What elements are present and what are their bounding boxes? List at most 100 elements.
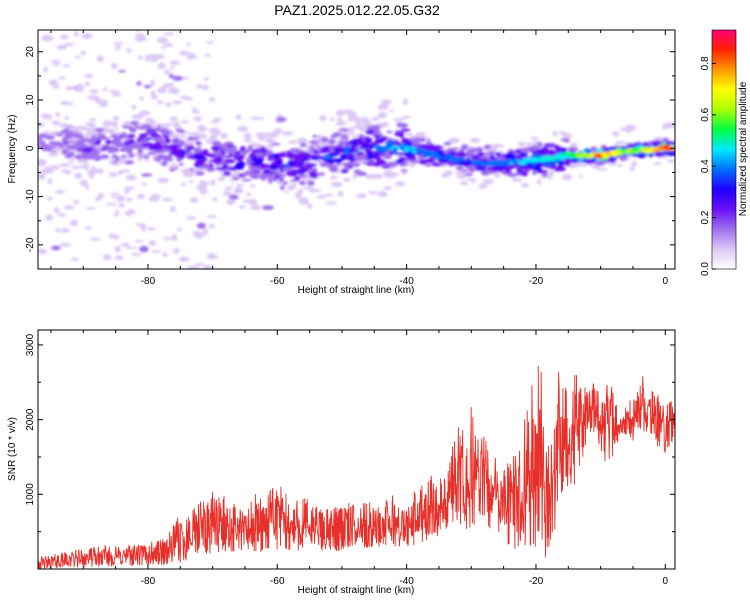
spectrogram-cell — [247, 144, 253, 151]
spectrogram-cell — [89, 89, 99, 94]
spectrogram-cell — [236, 154, 245, 161]
spectrogram-cell — [308, 167, 318, 173]
spectrogram-cell — [180, 182, 187, 187]
spectrogram-cell — [135, 33, 146, 37]
spectrogram-cell — [383, 175, 395, 178]
spectrogram-cell — [504, 169, 511, 174]
spectrogram-cell — [226, 198, 236, 206]
spectrogram-cell — [565, 163, 571, 167]
spectrogram-cell — [212, 150, 222, 156]
spectrogram-cell — [38, 144, 44, 148]
spectrogram-cell — [547, 173, 554, 178]
spectrogram-cell — [94, 141, 101, 147]
spectrogram-cell — [519, 152, 530, 156]
spectrogram-cell — [276, 160, 282, 165]
spectrogram-cell — [531, 170, 538, 175]
spectrogram-cell — [344, 149, 350, 155]
spectrogram-cell — [120, 159, 126, 164]
spectrogram-cell — [234, 186, 243, 192]
spectrogram-cell — [657, 148, 665, 151]
spectrogram-cell — [129, 138, 134, 145]
spectrogram-cell — [86, 170, 98, 175]
spectrogram-cell — [543, 143, 555, 147]
spectrogram-cell — [280, 185, 285, 191]
spectrogram-cell — [477, 167, 487, 171]
spectrogram-cell — [377, 112, 388, 119]
spectrogram-cell — [107, 145, 116, 151]
spectrogram-cell — [455, 175, 468, 179]
colorbar-tick-label: 0.2 — [700, 210, 711, 224]
spectrogram-cell — [114, 246, 121, 253]
spectrogram-cell — [173, 247, 180, 254]
spectrogram-cell — [614, 141, 626, 145]
spectrogram-cell — [320, 147, 331, 153]
spectrogram-cell — [387, 162, 398, 168]
spectrogram-cell — [163, 43, 174, 48]
spectrogram-cell — [561, 174, 573, 181]
spectrogram-cell — [157, 37, 169, 44]
spectrogram-cell — [79, 179, 89, 187]
spectrogram-cell — [149, 57, 158, 63]
spectrogram-cell — [600, 153, 608, 157]
spectrogram-cell — [342, 162, 353, 166]
spectrogram-cell — [278, 152, 287, 158]
spectrogram-cell — [202, 264, 214, 269]
spectrogram-cell — [520, 147, 531, 153]
spectrogram-cell — [641, 141, 649, 147]
spectrogram-cell — [99, 148, 107, 151]
spectrogram-cell — [529, 145, 540, 151]
spectrogram-cell — [323, 193, 334, 197]
spectrogram-cell — [455, 171, 465, 175]
spectrogram-cell — [213, 130, 221, 136]
x-tick-label: -20 — [529, 576, 544, 587]
spectrogram-cell — [246, 192, 251, 197]
spectrogram-cell — [117, 70, 127, 73]
spectrogram-cell — [177, 227, 182, 232]
y-tick-label: -20 — [25, 237, 36, 252]
spectrogram-cell — [372, 162, 383, 167]
spectrogram-cell — [289, 158, 295, 161]
spectrogram-cell — [459, 180, 469, 186]
spectrogram-cell — [84, 81, 91, 87]
spectrogram-cell — [331, 175, 338, 179]
spectrogram-cell — [212, 197, 218, 202]
spectrogram-cell — [542, 172, 548, 178]
spectrogram-cell — [222, 171, 232, 176]
spectrogram-cell — [578, 174, 583, 178]
colorbar-scale — [711, 29, 737, 270]
spectrogram-cell — [160, 140, 167, 147]
spectrogram-cell — [305, 163, 313, 169]
spectrogram-cell — [326, 164, 336, 168]
spectrogram-cell — [400, 128, 411, 132]
spectrogram-cell — [448, 137, 461, 144]
spectrogram-cell — [215, 167, 227, 171]
spectrogram-cell — [337, 116, 343, 123]
spectrogram-cell — [538, 159, 548, 163]
spectrogram-cell — [134, 30, 139, 32]
spectrogram-cell — [510, 160, 519, 164]
spectrogram-cell — [459, 150, 465, 156]
spectrogram-cell — [393, 141, 402, 146]
colorbar-tick-label: 0.0 — [700, 262, 711, 276]
spectrogram-cell — [206, 229, 214, 236]
spectrogram-cell — [662, 137, 670, 143]
spectrogram-cell — [139, 133, 147, 139]
spectrogram-cell — [550, 156, 556, 159]
spectrogram-cell — [38, 248, 48, 255]
spectrogram-cell — [151, 94, 158, 100]
spectrogram-cell — [382, 122, 389, 127]
spectrogram-cell — [169, 60, 181, 66]
spectrogram-cell — [465, 149, 472, 156]
spectrogram-cell — [171, 100, 183, 105]
spectrogram-cell — [212, 157, 223, 164]
spectrogram-cell — [62, 64, 71, 68]
spectrogram-cell — [653, 162, 662, 165]
spectrogram-cell — [84, 73, 94, 79]
spectrogram-cell — [81, 138, 91, 142]
spectrogram-cell — [57, 213, 67, 217]
spectrogram-cell — [487, 170, 494, 175]
spectrogram-cell — [161, 197, 173, 202]
spectrogram-cell — [308, 154, 319, 158]
spectrogram-cell — [193, 116, 202, 122]
